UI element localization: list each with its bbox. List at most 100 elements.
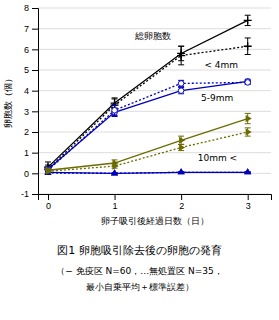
y-tick-mark [32,173,38,174]
grid-line [38,173,271,174]
series-line [48,46,248,169]
annotation: 5-9mm [201,93,233,103]
chart: 0 1 2 3 -1 0 1 2 3 4 5 6 7 8 総卵胞数 < 4mm 5-9mm 10mm < 卵子吸引後… [0,0,279,320]
x-tick-mark [248,194,249,200]
y-tick-label: 3 [24,107,29,117]
series [44,168,251,175]
marker [178,168,185,174]
series [45,80,251,173]
marker [179,144,185,151]
x-tick: 2 [179,194,184,211]
grid [38,8,271,194]
grid-line [38,8,271,9]
error-bar [178,88,184,94]
marker [178,81,184,87]
x-tick-mark [115,194,116,200]
error-bar [245,15,251,25]
x-tick-label: 0 [46,201,51,211]
grid-line [38,28,271,29]
marker [46,168,52,175]
marker [178,88,184,94]
annotation: 10mm < [198,153,237,163]
series [44,38,252,173]
y-tick: 2 [24,127,38,137]
marker [179,137,185,144]
y-tick: 5 [24,65,38,75]
marker [178,168,185,174]
y-tick: -1 [21,189,38,199]
marker [246,115,252,122]
series [45,113,252,173]
y-tick-label: 5 [24,65,29,75]
marker [244,168,251,174]
series-line [48,119,248,171]
y-tick: 0 [24,169,38,179]
y-axis-title: 卵胞数（個） [3,74,13,128]
annotations: 総卵胞数 < 4mm 5-9mm 10mm < [134,31,239,163]
y-tick-mark [32,8,38,9]
marker [244,42,252,50]
error-bar [112,105,118,115]
marker [111,169,118,175]
grid-line [38,90,271,91]
marker [246,128,252,135]
y-tick: 1 [24,148,38,158]
series-line [48,132,248,171]
grid-line [38,132,271,133]
marker [244,168,251,174]
error-bar [178,80,184,86]
grid-line [38,111,271,112]
marker [44,168,51,174]
x-tick: 1 [113,194,118,211]
y-tick: 7 [24,24,38,34]
y-tick-label: 4 [24,86,29,96]
series [45,79,251,172]
y-tick-mark [32,153,38,154]
marker [177,52,185,60]
series [45,128,252,175]
series [44,15,252,172]
y-tick: 4 [24,86,38,96]
y-tick-mark [32,132,38,133]
x-axis: 0 1 2 3 [39,194,272,211]
grid-line [38,49,271,50]
y-axis-line [32,9,39,195]
x-axis-line [39,195,272,201]
y-tick-label: 0 [24,169,29,179]
y-axis: -1 0 1 2 3 4 5 6 7 8 [21,3,39,199]
x-tick: 3 [246,194,251,211]
y-tick-mark [32,91,38,92]
marker [244,16,252,24]
marker [112,163,118,170]
series [44,168,251,175]
y-tick-mark [32,70,38,71]
y-tick-mark [32,49,38,50]
error-bar [245,38,251,55]
y-tick-label: 2 [24,127,29,137]
error-bar [245,80,251,84]
marker [245,80,251,86]
series-line [48,20,248,167]
x-tick-label: 1 [113,201,118,211]
annotation: 総卵胞数 [134,31,171,41]
marker [112,108,118,114]
marker [111,169,118,175]
x-tick-mark [181,194,182,200]
x-tick: 0 [46,194,51,211]
y-tick-mark [32,111,38,112]
series-line [48,172,248,173]
annotation: < 4mm [204,60,238,70]
y-tick-label: -1 [21,189,29,199]
y-tick-label: 1 [24,148,29,158]
y-tick: 3 [24,107,38,117]
y-tick-label: 6 [24,45,29,55]
x-tick-mark [48,194,49,200]
series-line [48,81,248,169]
y-tick-label: 7 [24,24,29,34]
title: 図1 卵胞吸引除去後の卵胞の発育 [57,244,222,257]
x-axis-title: 卵子吸引後経過日数（日） [101,216,209,226]
y-tick: 6 [24,45,38,55]
y-tick: 8 [24,3,38,13]
subtitle: （− 免疫区 N=60，…無処置区 N=35， [56,266,223,276]
plot-area [44,15,252,175]
